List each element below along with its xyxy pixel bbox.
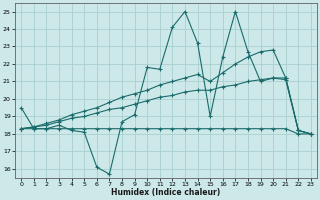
- X-axis label: Humidex (Indice chaleur): Humidex (Indice chaleur): [111, 188, 221, 197]
